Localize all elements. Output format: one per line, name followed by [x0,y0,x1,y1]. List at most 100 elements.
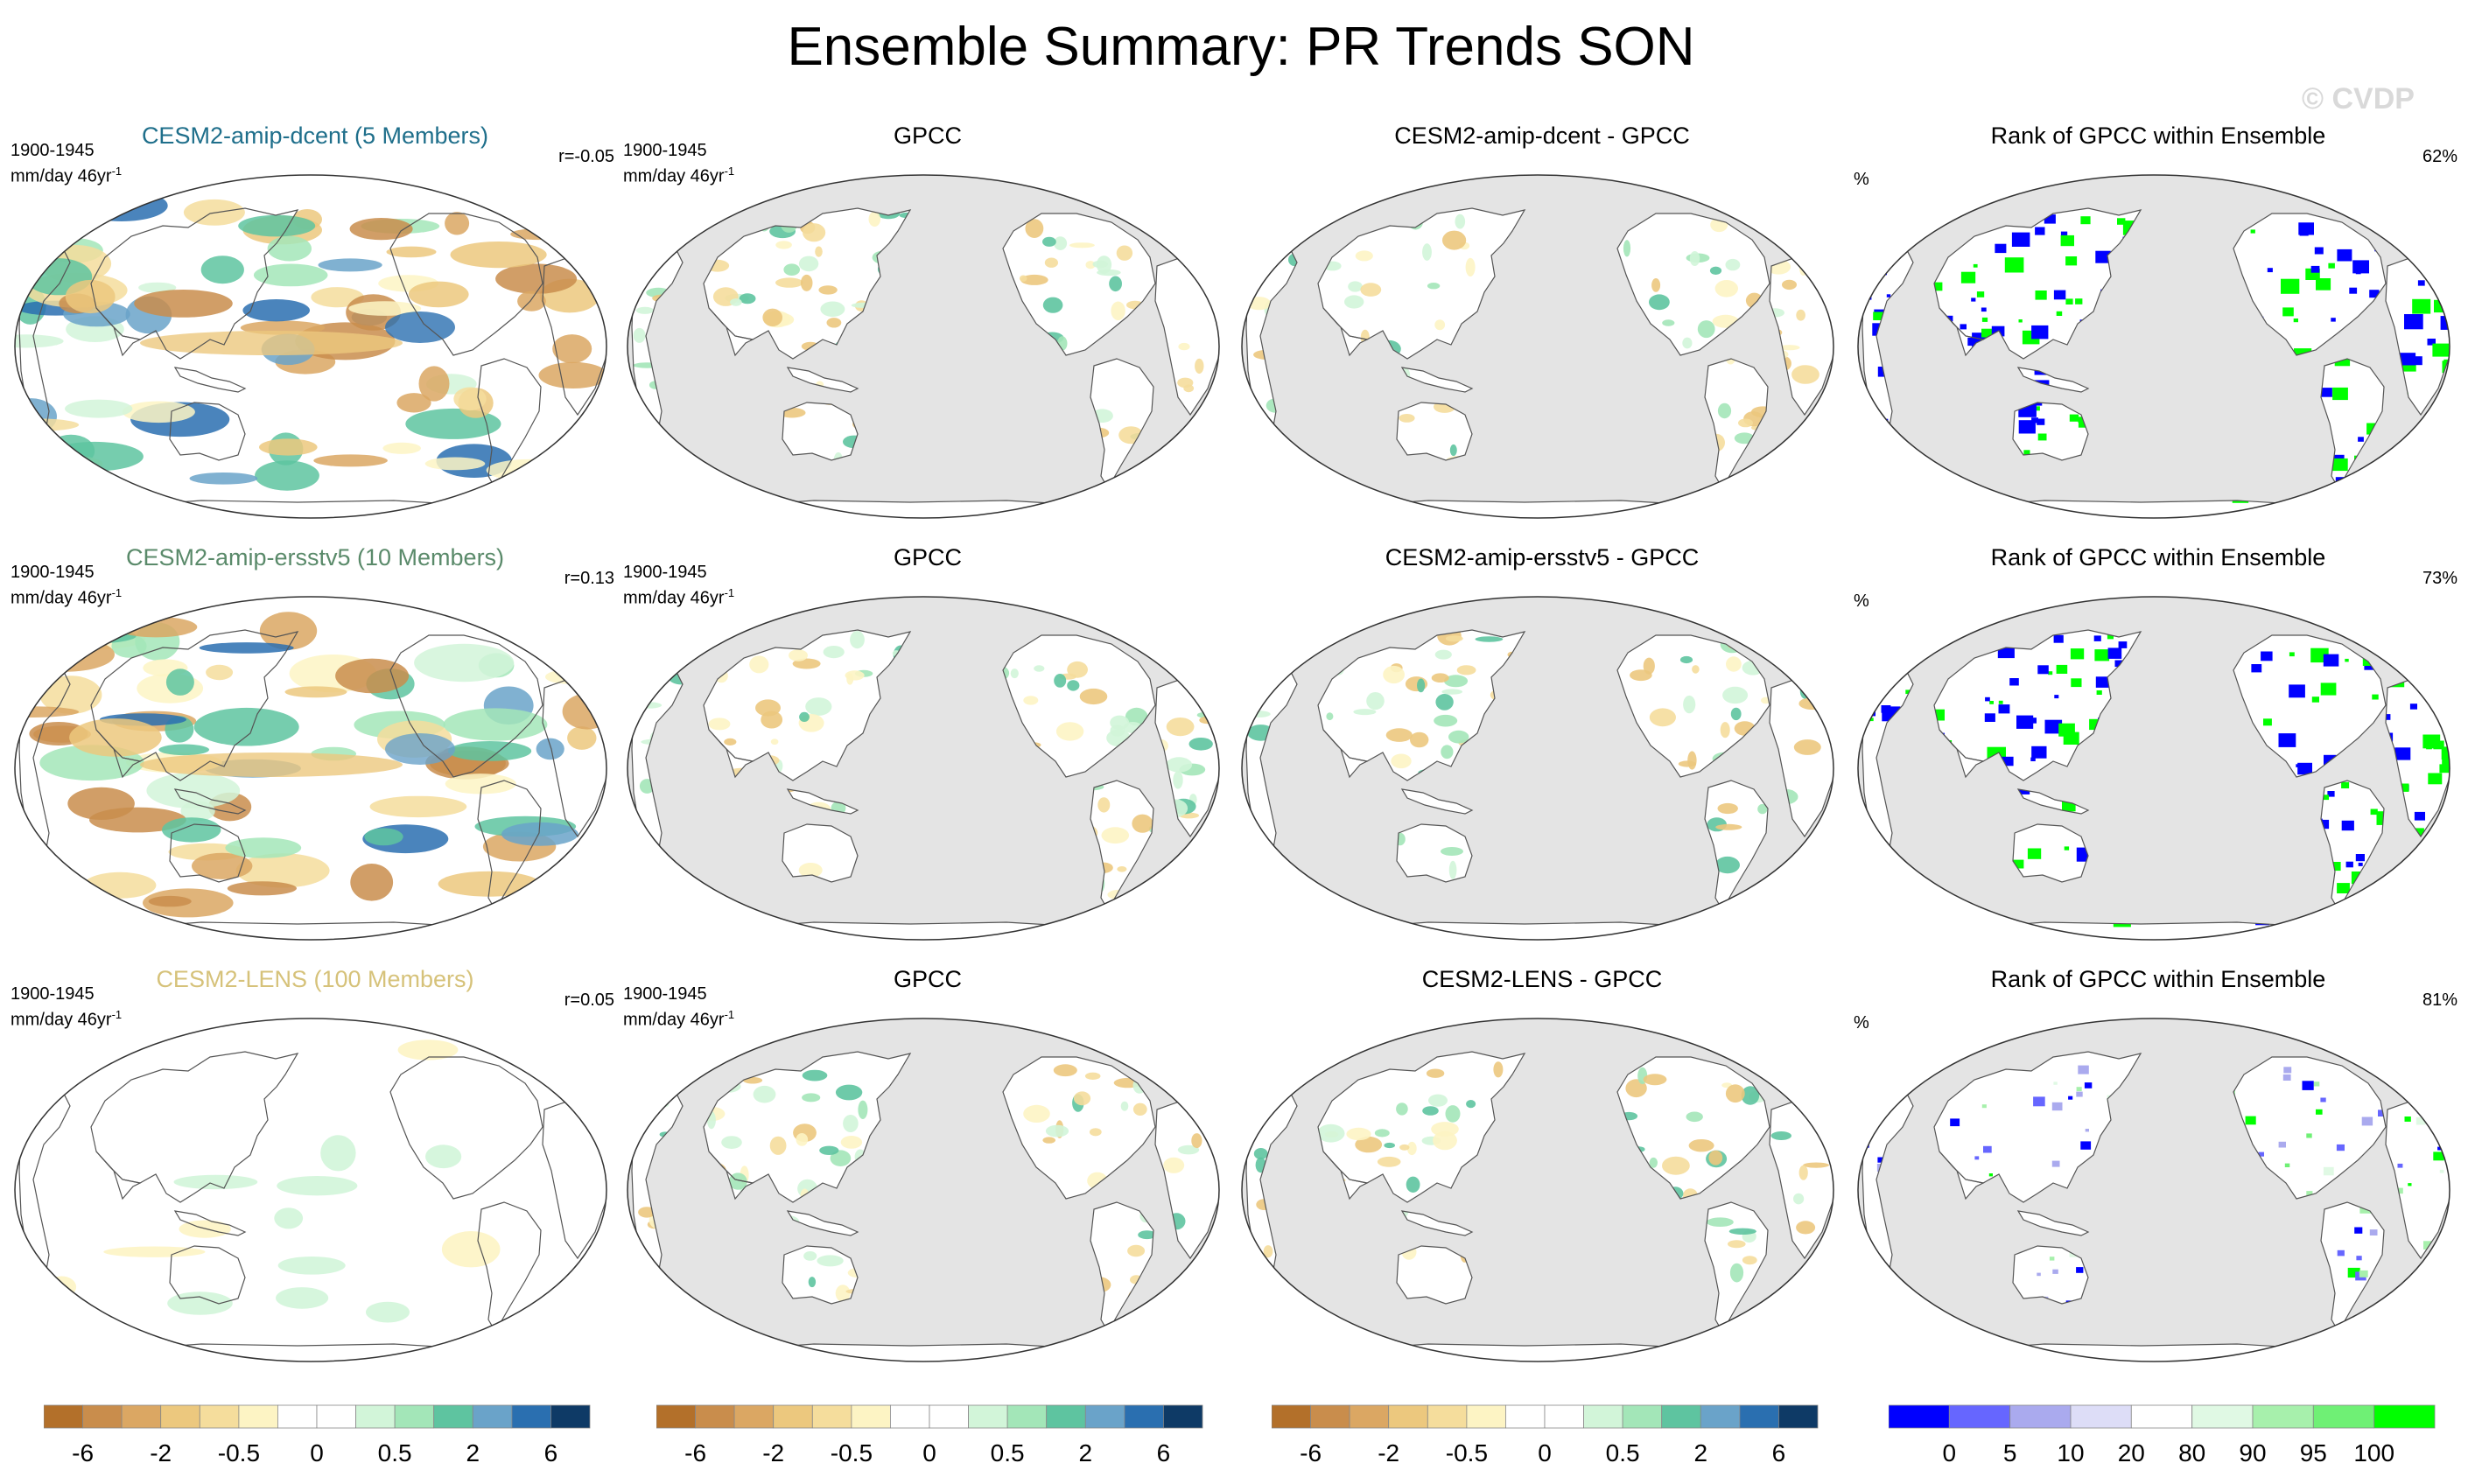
period-years: 1900-1945 [623,563,707,582]
colorbar-tick-label: 0 [1943,1439,1957,1466]
colorbar-swatch [1583,1404,1623,1429]
period-label: 1900-1945 mm/day 46yr-1 [11,140,122,187]
units-exponent: -1 [724,1008,735,1021]
figure-title: Ensemble Summary: PR Trends SON [787,17,1695,77]
colorbar-tick-label: 80 [2178,1439,2205,1466]
colorbar-swatch [316,1404,356,1429]
colorbar-tick-label: 2 [1079,1439,1093,1466]
colorbar-swatch [2312,1404,2374,1429]
units-exponent: -1 [111,1008,123,1021]
colorbar-tick-label: 10 [2057,1439,2084,1466]
colorbar-swatch [1700,1404,1741,1429]
rank-percentage: 62% [2422,147,2457,166]
colorbar-swatch [656,1404,696,1429]
panel-title: CESM2-amip-dcent (5 Members) [141,122,489,149]
units-exponent: -1 [111,586,123,599]
period-label: 1900-1945 mm/day 46yr-1 [11,562,122,609]
colorbar-swatch [1739,1404,1779,1429]
colorbar-tick-label: -2 [762,1439,784,1466]
panel-title: CESM2-amip-dcent - GPCC [1394,122,1690,149]
colorbar-tick-label: -0.5 [1446,1439,1488,1466]
colorbar-swatch [160,1404,200,1429]
panel-model-row3: CESM2-LENS (100 Members) 1900-1945 mm/day … [9,966,621,1377]
colorbar-tick-label: 2 [1694,1439,1708,1466]
colorbar-swatch [433,1404,473,1429]
panel-rank-row1: Rank of GPCC within Ensemble% 62% [1852,122,2464,534]
colorbar-tick-label: -2 [1378,1439,1399,1466]
units-label: mm/day 46yr [623,166,725,186]
units-label: mm/day 46yr [11,1010,112,1030]
colorbar-tick-label: 90 [2239,1439,2266,1466]
colorbar-swatch [968,1404,1008,1429]
map-model-row2 [14,596,607,941]
panel-title: CESM2-LENS - GPCC [1421,966,1663,992]
colorbar-swatch [1272,1404,1311,1429]
colorbar-swatch [121,1404,162,1429]
panel-obs-row2: GPCC 1900-1945 mm/day 46yr-1 [621,544,1234,956]
map-diff-row1 [1241,174,1834,519]
percent-unit-label: % [1854,1013,1869,1032]
colorbar-swatch [472,1404,513,1429]
colorbar-tick-label: 0 [922,1439,936,1466]
map-rank-row3 [1857,1018,2450,1362]
panel-diff-row3: CESM2-LENS - GPCC [1236,966,1848,1377]
colorbar-tick-label: -6 [72,1439,94,1466]
rank-percentage: 73% [2422,569,2457,588]
colorbar-tick-label: -0.5 [218,1439,260,1466]
colorbar-tick-label: 0 [1538,1439,1552,1466]
colorbar-tick-label: 95 [2300,1439,2327,1466]
colorbar-swatch [199,1404,240,1429]
colorbar-swatch [1349,1404,1390,1429]
colorbar-swatch [2070,1404,2132,1429]
colorbar-diff: -6 -2 -0.5 0 0.5 2 6 [1272,1404,1832,1482]
colorbar-tick-label: 0 [310,1439,324,1466]
colorbar-swatch [1778,1404,1819,1429]
panel-diff-row2: CESM2-amip-ersstv5 - GPCC [1236,544,1848,956]
units-exponent: -1 [724,164,735,178]
panel-title: CESM2-amip-ersstv5 - GPCC [1385,544,1700,570]
colorbar-swatch [511,1404,551,1429]
map-rank-row1 [1857,174,2450,519]
panel-model-row1: CESM2-amip-dcent (5 Members) 1900-1945 mm/… [9,122,621,534]
colorbar-swatch [2191,1404,2254,1429]
panel-model-row2: CESM2-amip-ersstv5 (10 Members) 1900-1945… [9,544,621,956]
period-label: 1900-1945 mm/day 46yr-1 [623,984,734,1031]
colorbar-tick-label: 6 [1157,1439,1171,1466]
colorbar-swatch [550,1404,591,1429]
units-exponent: -1 [111,164,123,178]
pattern-correlation: r=0.13 [564,569,614,588]
map-obs-row2 [627,596,1220,941]
colorbar-tick-label: 0.5 [378,1439,412,1466]
panel-title: GPCC [893,122,962,149]
colorbar-tick-label: -2 [150,1439,172,1466]
panel-title: CESM2-amip-ersstv5 (10 Members) [125,544,505,570]
colorbar-swatch [1046,1404,1086,1429]
colorbar-obs: -6 -2 -0.5 0 0.5 2 6 [656,1404,1216,1482]
period-years: 1900-1945 [623,141,707,160]
colorbar-swatch [1084,1404,1125,1429]
map-model-row1 [14,174,607,519]
colorbar-swatch [811,1404,852,1429]
colorbar-tick-label: -6 [684,1439,706,1466]
map-diff-row2 [1241,596,1834,941]
colorbar-swatch [1622,1404,1663,1429]
colorbar-swatch [889,1404,930,1429]
map-diff-row3 [1241,1018,1834,1362]
colorbar-tick-label: 6 [1772,1439,1786,1466]
panel-rank-row3: Rank of GPCC within Ensemble% 81% [1852,966,2464,1377]
map-rank-row2 [1857,596,2450,941]
colorbar-swatch [851,1404,891,1429]
colorbar-swatch [1661,1404,1701,1429]
panel-title: Rank of GPCC within Ensemble [1990,122,2326,149]
panel-title: CESM2-LENS (100 Members) [156,966,474,992]
colorbar-swatch [394,1404,435,1429]
colorbar-swatch [82,1404,123,1429]
colorbar-tick-label: 0.5 [1606,1439,1640,1466]
colorbar-tick-label: 6 [544,1439,558,1466]
colorbar-tick-label: 20 [2118,1439,2145,1466]
units-label: mm/day 46yr [11,166,112,186]
pattern-correlation: r=0.05 [564,990,614,1010]
colorbar-swatch [44,1404,83,1429]
colorbar-swatch [1124,1404,1164,1429]
colorbar-swatch [733,1404,775,1429]
